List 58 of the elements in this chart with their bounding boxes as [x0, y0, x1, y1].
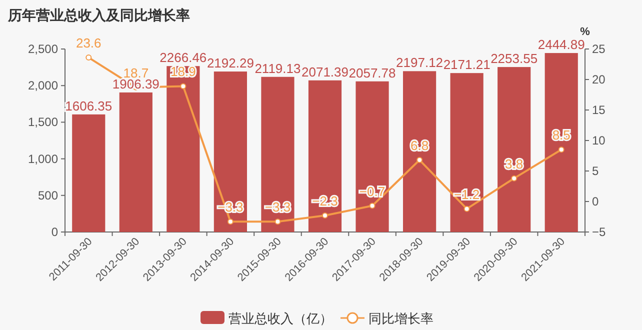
point [86, 54, 92, 61]
point [180, 83, 186, 90]
y-tick-label: 1,500 [28, 115, 58, 130]
data-label: 6.8 [410, 138, 429, 154]
bar [72, 114, 106, 232]
data-label: 23.6 [76, 36, 102, 51]
data-label: 18.9 [170, 64, 196, 80]
chart-title: 历年营业总收入及同比增长率 [7, 7, 190, 23]
y2-tick-label: 20 [592, 72, 606, 86]
data-label: −3.3 [264, 200, 291, 215]
bar [356, 81, 389, 232]
data-label: 2444.89 [538, 37, 585, 52]
y-tick-label: 2,500 [28, 42, 58, 56]
y-tick-label: 2,000 [28, 78, 58, 93]
data-label: 2119.13 [254, 60, 301, 76]
data-label: 8.5 [552, 128, 570, 143]
data-label: −2.3 [312, 194, 338, 209]
bar [498, 67, 531, 232]
y2-axis-title: % [580, 26, 590, 38]
data-label: 18.7 [123, 65, 149, 80]
point [558, 146, 564, 153]
data-label: 3.8 [505, 156, 524, 172]
y2-tick-label: 15 [592, 103, 606, 117]
point [274, 218, 281, 225]
point [416, 157, 423, 164]
legend-label: 营业总收入（亿） [228, 311, 332, 326]
data-label: 2192.29 [206, 56, 254, 71]
data-label: 2253.55 [490, 51, 538, 66]
y2-tick-label: 10 [592, 134, 606, 148]
data-label: 2071.39 [302, 64, 348, 80]
point [227, 218, 234, 225]
bar [308, 80, 342, 232]
y2-tick-label: 0 [592, 194, 599, 208]
point [369, 202, 376, 209]
data-label: −1.2 [454, 186, 480, 202]
data-label: −0.7 [359, 184, 386, 199]
y2-tick-label: 25 [592, 42, 606, 56]
bar [214, 72, 247, 232]
bar [261, 76, 294, 232]
y2-tick-label: −5 [592, 225, 606, 239]
data-label: 1606.35 [65, 98, 112, 114]
data-label: 2171.21 [443, 57, 490, 72]
point [511, 175, 518, 182]
data-label: 2266.46 [160, 50, 207, 66]
bar [544, 53, 578, 232]
y-tick-label: 0 [51, 225, 58, 239]
y-tick-label: 1,000 [28, 152, 58, 166]
bar [119, 92, 152, 232]
y-tick-label: 500 [38, 188, 58, 202]
y2-tick-label: 5 [592, 164, 599, 178]
bar [403, 71, 436, 232]
bar [450, 73, 484, 232]
bar [166, 66, 200, 232]
data-label: 2057.78 [348, 65, 396, 80]
point [322, 212, 328, 219]
data-label: 2197.12 [396, 55, 444, 70]
point [464, 206, 470, 212]
legend-label: 同比增长率 [368, 311, 434, 326]
